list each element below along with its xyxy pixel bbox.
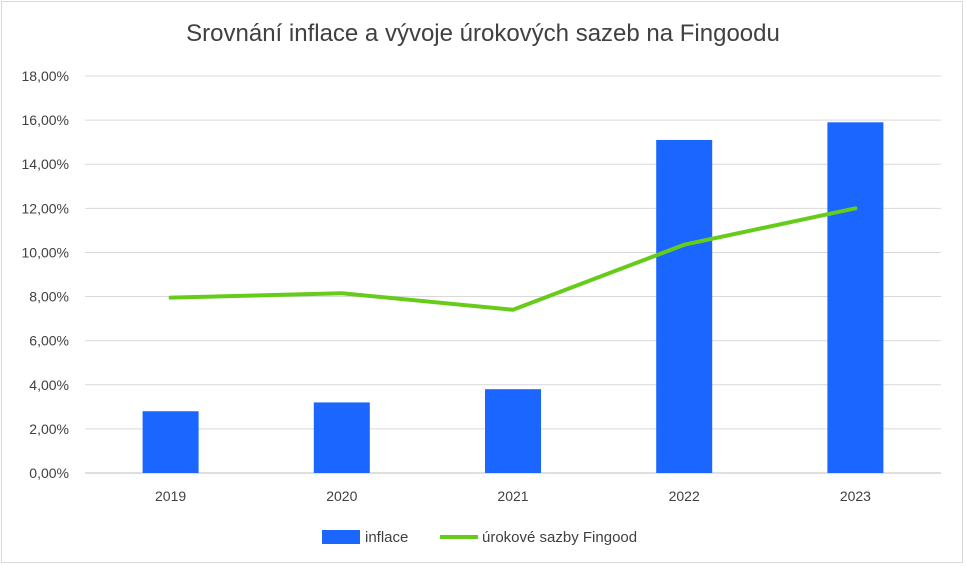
x-tick-label: 2022 xyxy=(669,488,700,504)
x-tick-label: 2023 xyxy=(840,488,871,504)
y-tick-label: 10,00% xyxy=(22,244,69,260)
legend-label-bar: inflace xyxy=(365,529,408,546)
legend-swatch-bar xyxy=(322,530,360,544)
bar-2023 xyxy=(827,122,884,474)
line-point-2023 xyxy=(854,207,856,209)
y-tick-label: 0,00% xyxy=(29,465,69,481)
y-axis-ticks: 0,00% 2,00% 4,00% 6,00% 8,00% 10,00% 12,00% 14,… xyxy=(22,68,69,481)
y-tick-label: 18,00% xyxy=(22,68,69,84)
bar-2020 xyxy=(313,402,370,473)
gridlines xyxy=(85,75,941,474)
line-point-2020 xyxy=(341,292,343,294)
y-tick-label: 14,00% xyxy=(22,156,69,172)
y-tick-label: 2,00% xyxy=(29,421,69,437)
legend-label-line: úrokové sazby Fingood xyxy=(482,529,637,546)
line-series xyxy=(168,206,858,312)
x-tick-label: 2021 xyxy=(497,488,528,504)
line-point-2019 xyxy=(170,297,172,299)
bar-series xyxy=(142,122,884,474)
bar-2019 xyxy=(142,411,199,473)
y-tick-label: 6,00% xyxy=(29,333,69,349)
bar-2021 xyxy=(485,389,541,473)
line-point-2022 xyxy=(683,244,685,246)
line-path xyxy=(168,206,858,312)
line-point-2021 xyxy=(512,309,514,311)
x-tick-label: 2020 xyxy=(326,488,357,504)
y-tick-label: 12,00% xyxy=(22,200,69,216)
y-tick-label: 4,00% xyxy=(29,377,69,393)
bar-2022 xyxy=(656,139,713,473)
y-tick-label: 8,00% xyxy=(29,289,69,305)
x-axis-ticks: 2019 2020 2021 2022 2023 xyxy=(155,488,871,504)
legend: inflace úrokové sazby Fingood xyxy=(322,529,637,546)
y-tick-label: 16,00% xyxy=(22,112,69,128)
chart-title: Srovnání inflace a vývoje úrokových saze… xyxy=(186,20,780,47)
x-tick-label: 2019 xyxy=(155,488,186,504)
